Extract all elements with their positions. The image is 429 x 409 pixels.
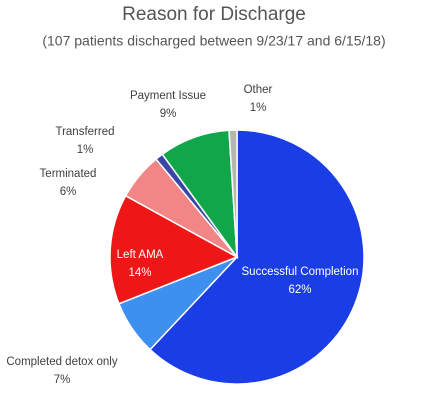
pie-slice — [228, 129, 238, 258]
slice-label: Terminated — [40, 168, 97, 180]
slice-value-label: 1% — [77, 144, 94, 156]
slice-label: Other — [244, 84, 273, 96]
slice-label: Payment Issue — [130, 90, 206, 102]
slice-value-label: 62% — [288, 284, 311, 296]
slice-label: Completed detox only — [6, 356, 117, 368]
slice-label: Left AMA — [117, 249, 164, 261]
pie-slice — [109, 194, 239, 305]
slice-value-label: 14% — [128, 267, 151, 279]
slice-value-label: 7% — [54, 374, 71, 386]
chart-subtitle: (107 patients discharged between 9/23/17… — [42, 33, 385, 49]
slice-label: Successful Completion — [242, 266, 359, 278]
chart-title: Reason for Discharge — [122, 4, 306, 25]
slice-label: Transferred — [55, 126, 114, 138]
slice-value-label: 1% — [250, 102, 267, 114]
slice-value-label: 9% — [160, 108, 177, 120]
pie-slice — [149, 129, 365, 385]
slice-value-label: 6% — [60, 186, 77, 198]
